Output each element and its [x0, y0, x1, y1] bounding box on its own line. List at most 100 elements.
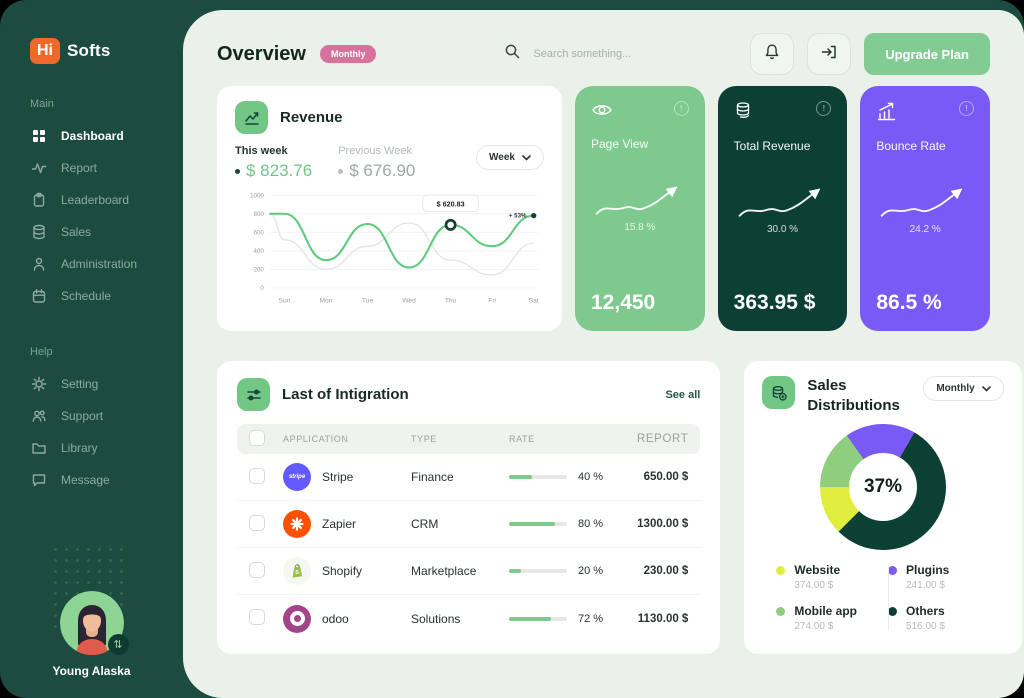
svg-text:400: 400	[254, 248, 265, 255]
report-value: 650.00 $	[643, 471, 689, 483]
sidebar-item-leaderboard[interactable]: Leaderboard	[0, 184, 183, 216]
switch-account-icon[interactable]: ⇅	[107, 634, 129, 655]
this-week-dot	[235, 168, 240, 174]
stat-percent: 15.8 %	[624, 222, 656, 234]
rate-value: 72 %	[578, 612, 604, 625]
week-range-dropdown[interactable]: Week	[476, 145, 544, 170]
info-icon[interactable]: !	[673, 101, 689, 116]
see-all-link[interactable]: See all	[665, 388, 701, 401]
stat-value: 12,450	[591, 291, 656, 314]
legend-label: Others	[905, 604, 945, 618]
trend-arrow-sparkline	[881, 188, 963, 217]
sidebar-item-message[interactable]: Message	[0, 464, 183, 496]
week-range-label: Week	[489, 152, 515, 163]
sidebar-item-library[interactable]: Library	[0, 432, 183, 464]
table-row-shopify[interactable]: S Shopify Marketplace 20 % 230.00 $	[237, 548, 701, 595]
people-icon	[31, 408, 47, 424]
legend-label: Plugins	[905, 563, 950, 577]
trend-arrow-sparkline	[595, 186, 678, 215]
legend-item-plugins: Plugins 241.00 $	[887, 563, 1000, 591]
search-bar	[504, 43, 692, 65]
sales-title: Sales Distributions	[807, 377, 900, 414]
rate-value: 20 %	[578, 565, 604, 577]
trend-arrow-sparkline	[738, 188, 821, 217]
stat-percent: 30.0 %	[766, 224, 799, 236]
donut-center-label: 37%	[848, 453, 917, 521]
report-icon	[31, 160, 47, 176]
user-name: Young Alaska	[52, 664, 131, 678]
rate-value: 40 %	[578, 471, 604, 483]
revenue-line-chart: 1000 800 600 400 200 0 Sun Mon Tue Wed Thu Fri Sat $ …	[250, 192, 539, 304]
sidebar-item-sales[interactable]: Sales	[0, 216, 183, 248]
sign-in-button[interactable]	[807, 33, 852, 75]
sidebar-item-label: Sales	[61, 225, 92, 239]
search-input[interactable]	[531, 47, 692, 61]
legend-value: 274.00 $	[794, 621, 834, 632]
row-checkbox[interactable]	[249, 467, 265, 484]
monthly-range-dropdown[interactable]: Monthly	[923, 376, 1004, 401]
shopify-logo-icon: S	[283, 557, 311, 585]
stat-percent: 24.2 %	[909, 224, 941, 236]
sidebar-item-administration[interactable]: Administration	[0, 248, 183, 280]
topbar-actions: Upgrade Plan	[750, 33, 990, 75]
rate-progress-bar	[509, 522, 567, 526]
table-row-zapier[interactable]: Zapier CRM 80 % 1300.00 $	[237, 501, 701, 548]
folder-icon	[31, 440, 47, 456]
previous-week-label: Previous Week	[338, 145, 412, 157]
stripe-logo-icon: stripe	[283, 463, 311, 491]
legend-label: Website	[794, 563, 841, 577]
rate-progress-bar	[509, 475, 567, 479]
select-all-checkbox[interactable]	[249, 430, 265, 446]
table-row-stripe[interactable]: stripe Stripe Finance 40 % 650.00 $	[237, 454, 701, 501]
sidebar-item-label: Message	[61, 473, 110, 487]
monthly-badge: Monthly	[319, 45, 377, 63]
sidebar-item-dashboard[interactable]: Dashboard	[0, 120, 183, 152]
table-row-odoo[interactable]: odoo Solutions 72 % 1130.00 $	[237, 595, 700, 642]
row-checkbox[interactable]	[249, 561, 265, 578]
previous-week-dot	[338, 168, 344, 174]
svg-text:S: S	[295, 570, 299, 576]
sidebar-item-label: Dashboard	[61, 129, 124, 143]
svg-text:800: 800	[254, 211, 265, 218]
row-checkbox[interactable]	[249, 514, 265, 531]
revenue-title: Revenue	[280, 109, 343, 126]
coins-icon	[734, 101, 754, 126]
avatar[interactable]	[59, 591, 124, 655]
leaderboard-icon	[31, 192, 47, 208]
main-panel: Overview Monthly Upgr	[183, 10, 1024, 698]
notifications-button[interactable]	[750, 33, 795, 75]
svg-text:1000: 1000	[250, 192, 264, 199]
svg-text:200: 200	[254, 266, 265, 273]
info-icon[interactable]: !	[816, 101, 832, 116]
user-profile: ⇅ Young Alaska	[0, 544, 183, 678]
sales-distributions-card: Sales Distributions Monthly 37% Website …	[744, 361, 1022, 654]
stats-row: Revenue This week $ 823.76 Previous Week	[217, 86, 991, 331]
zapier-logo-icon	[283, 510, 311, 538]
sidebar-item-label: Administration	[61, 257, 138, 271]
sidebar-item-support[interactable]: Support	[0, 400, 183, 432]
svg-text:Wed: Wed	[402, 297, 416, 304]
sidebar-item-label: Support	[61, 409, 104, 423]
legend-dot	[776, 565, 786, 575]
this-week-stat: This week $ 823.76	[235, 145, 312, 181]
person-icon	[31, 256, 47, 272]
sidebar-item-schedule[interactable]: Schedule	[0, 280, 183, 312]
sidebar-item-setting[interactable]: Setting	[0, 368, 183, 400]
upgrade-plan-button[interactable]: Upgrade Plan	[864, 33, 990, 75]
legend-dot	[776, 606, 786, 616]
sidebar-item-label: Setting	[61, 377, 99, 391]
sidebar-nav-main: Dashboard Report Leaderboard Sales	[0, 120, 183, 312]
row-checkbox[interactable]	[249, 609, 265, 625]
integrations-title: Last of Intigration	[282, 386, 409, 403]
info-icon[interactable]: !	[959, 101, 975, 116]
column-type: TYPE	[411, 434, 437, 444]
gear-icon	[31, 376, 47, 392]
sign-in-icon	[820, 43, 838, 66]
bottom-row: Last of Intigration See all APPLICATION …	[217, 361, 1022, 654]
app-type: Solutions	[411, 611, 461, 626]
brand-logo: Hi Softs	[0, 0, 183, 64]
stat-card-page-view: ! Page View 15.8 % 12,450	[575, 86, 705, 331]
odoo-logo-icon	[283, 604, 311, 633]
sidebar-item-report[interactable]: Report	[0, 152, 183, 184]
